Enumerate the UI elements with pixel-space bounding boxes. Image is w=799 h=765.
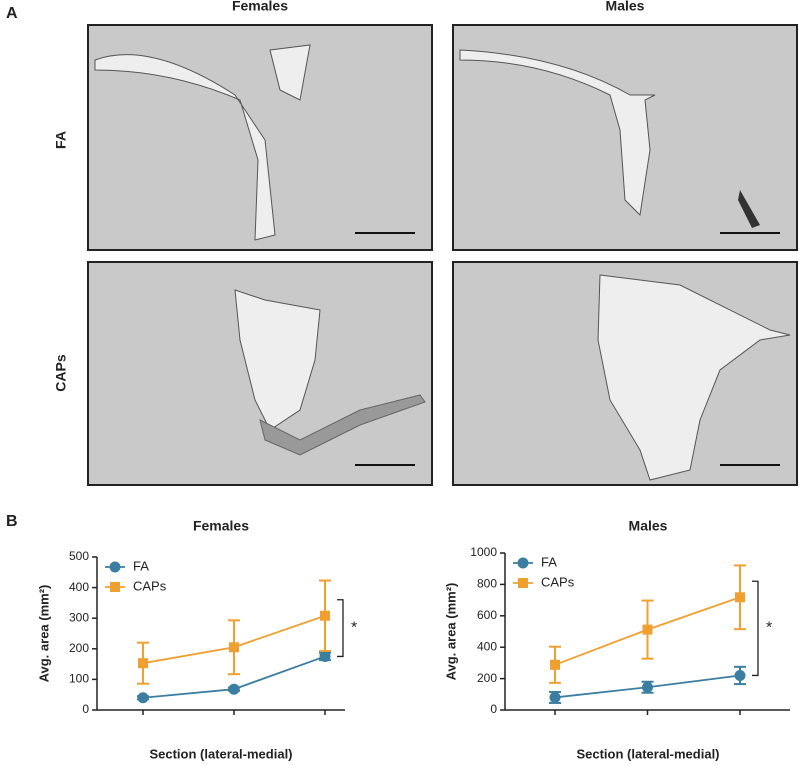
y-tick-label: 400: [69, 580, 89, 594]
y-axis-label: Avg. area (mm²): [36, 585, 51, 683]
legend-label: FA: [133, 558, 149, 573]
row-title: FA: [53, 131, 69, 149]
panel-label: A: [6, 5, 18, 22]
significance-bracket: [752, 580, 759, 677]
y-tick-label: 0: [82, 702, 89, 716]
micrograph: [452, 24, 798, 251]
legend-marker: [518, 578, 528, 588]
y-tick-label: 400: [477, 639, 497, 653]
marker: [735, 592, 745, 603]
significance-bracket: [337, 599, 344, 658]
chart-title: Males: [629, 518, 668, 534]
legend-label: CAPs: [541, 574, 575, 589]
y-tick-label: 300: [69, 610, 89, 624]
y-tick-label: 1000: [470, 545, 497, 559]
marker: [734, 669, 746, 681]
micrograph: [87, 261, 433, 486]
marker: [138, 658, 148, 669]
legend-label: FA: [541, 554, 557, 569]
y-tick-label: 0: [490, 702, 497, 716]
y-tick-label: 500: [69, 549, 89, 563]
y-tick-label: 200: [477, 671, 497, 685]
legend-marker: [109, 561, 121, 573]
marker: [319, 650, 331, 662]
marker: [642, 681, 653, 693]
row-title: CAPs: [53, 354, 69, 392]
column-title: Females: [232, 0, 288, 14]
marker: [320, 610, 330, 621]
micrograph: [87, 24, 433, 251]
column-title: Males: [606, 0, 645, 14]
y-tick-label: 200: [69, 641, 89, 655]
marker: [137, 692, 149, 704]
legend-marker: [517, 557, 529, 569]
annotation: *: [351, 619, 357, 636]
marker: [550, 659, 560, 670]
x-axis-label: Section (lateral-medial): [576, 746, 719, 761]
marker: [549, 691, 561, 703]
marker: [642, 624, 653, 635]
y-tick-label: 100: [69, 672, 89, 686]
x-axis-label: Section (lateral-medial): [149, 746, 292, 761]
annotation: *: [766, 620, 772, 637]
marker: [229, 642, 239, 653]
chart-title: Females: [193, 518, 249, 534]
y-tick-label: 800: [477, 577, 497, 591]
legend-marker: [110, 582, 120, 592]
micrograph: [452, 261, 798, 486]
marker: [228, 683, 240, 695]
y-axis-label: Avg. area (mm²): [443, 583, 458, 681]
panel-label: B: [6, 513, 18, 530]
y-tick-label: 600: [477, 608, 497, 622]
legend-label: CAPs: [133, 578, 167, 593]
